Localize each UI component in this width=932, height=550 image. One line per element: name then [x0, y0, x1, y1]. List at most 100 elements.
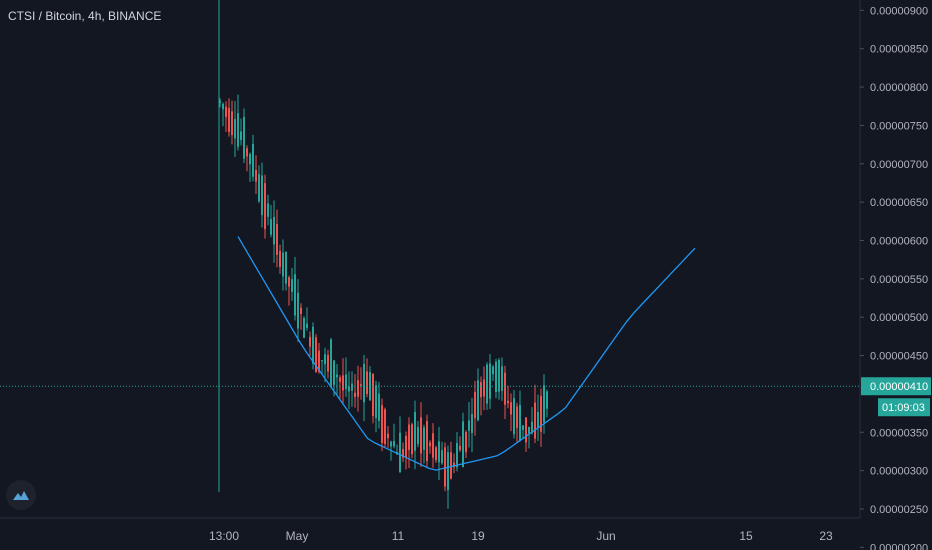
candle-body: [390, 441, 392, 447]
candle-body: [447, 452, 449, 491]
price-tick-label: 0.00000350: [870, 427, 928, 439]
candle-body: [429, 442, 431, 447]
candle-body: [381, 405, 383, 443]
candle-body: [474, 391, 476, 419]
candle-body: [513, 398, 515, 435]
tradingview-logo-icon[interactable]: [6, 480, 36, 510]
candle-body: [495, 361, 497, 392]
candle-body: [297, 292, 299, 329]
price-tick-label: 0.00000900: [870, 5, 928, 17]
candle-body: [342, 375, 344, 391]
candle-body: [357, 380, 359, 397]
candle-body: [423, 427, 425, 450]
candle-body: [351, 383, 353, 391]
candle-body: [273, 217, 275, 245]
candle-body: [246, 148, 248, 157]
price-tick-label: 0.00000500: [870, 312, 928, 324]
countdown-label: 01:09:03: [882, 402, 925, 414]
price-tick-label: 0.00000650: [870, 197, 928, 209]
candle-body: [219, 100, 221, 103]
candle-body: [399, 432, 401, 473]
candle-body: [360, 384, 362, 386]
candle-body: [222, 103, 224, 110]
candle-body: [228, 107, 230, 133]
time-tick-label: 23: [819, 529, 833, 543]
price-tick-label: 0.00000200: [870, 542, 928, 550]
candle-body: [480, 382, 482, 398]
candle-body: [501, 366, 503, 391]
candle-body: [420, 417, 422, 454]
last-price-tag: [861, 377, 931, 396]
last-price-label: 0.00000410: [870, 381, 928, 393]
candle-body: [486, 364, 488, 404]
candle-body: [255, 169, 257, 182]
candle-body: [459, 445, 461, 451]
candle-body: [339, 377, 341, 382]
candle-body: [546, 391, 548, 409]
candle-body: [324, 354, 326, 365]
candle-body: [267, 203, 269, 217]
candle-body: [345, 374, 347, 390]
price-tick-label: 0.00000600: [870, 235, 928, 247]
time-tick-label: 19: [471, 529, 485, 543]
candle-body: [264, 183, 266, 230]
time-tick-label: 15: [739, 529, 753, 543]
candle-body: [240, 131, 242, 141]
time-tick-label: 13:00: [209, 529, 239, 543]
candle-body: [417, 427, 419, 445]
candle-body: [231, 111, 233, 136]
candle-body: [483, 379, 485, 397]
candle-body: [234, 118, 236, 139]
candle-body: [375, 385, 377, 419]
price-tick-label: 0.00000700: [870, 159, 928, 171]
price-tick-label: 0.00000550: [870, 274, 928, 286]
candle-body: [528, 426, 530, 434]
candle-body: [387, 433, 389, 439]
candle-body: [321, 360, 323, 362]
candle-body: [435, 447, 437, 461]
candle-body: [534, 402, 536, 439]
countdown-tag: [878, 398, 930, 417]
candle-body: [336, 374, 338, 378]
time-tick-label: Jun: [596, 529, 615, 543]
candle-body: [498, 359, 500, 392]
candle-body: [477, 380, 479, 421]
symbol-legend[interactable]: CTSI / Bitcoin, 4h, BINANCE: [8, 9, 162, 23]
candle-body: [225, 106, 227, 118]
candle-body: [450, 452, 452, 479]
candle-body: [258, 174, 260, 202]
candle-body: [300, 307, 302, 314]
price-tick-label: 0.00000450: [870, 351, 928, 363]
candle-body: [270, 219, 272, 235]
candle-body: [252, 143, 254, 177]
candle-body: [249, 154, 251, 165]
price-tick-label: 0.00000750: [870, 120, 928, 132]
candle-body: [372, 373, 374, 416]
candle-body: [438, 441, 440, 463]
candle-body: [462, 421, 464, 468]
candle-body: [543, 385, 545, 423]
candle-body: [426, 421, 428, 462]
candle-body: [378, 393, 380, 421]
candle-body: [405, 435, 407, 458]
candle-body: [465, 431, 467, 453]
candle-body: [330, 339, 332, 388]
candle-body: [411, 424, 413, 455]
time-tick-label: 11: [392, 529, 405, 543]
candle-body: [510, 402, 512, 415]
candle-body: [312, 326, 314, 364]
candle-body: [393, 441, 395, 447]
candle-body: [489, 363, 491, 399]
candle-body: [282, 252, 284, 277]
candle-body: [348, 386, 350, 392]
candle-body: [492, 366, 494, 375]
candle-body: [537, 411, 539, 428]
candle-body: [453, 462, 455, 468]
candle-body: [309, 336, 311, 347]
price-tick-label: 0.00000850: [870, 44, 928, 56]
candle-body: [408, 424, 410, 450]
candle-body: [384, 409, 386, 444]
price-tick-label: 0.00000800: [870, 82, 928, 94]
time-tick-label: May: [286, 529, 309, 543]
